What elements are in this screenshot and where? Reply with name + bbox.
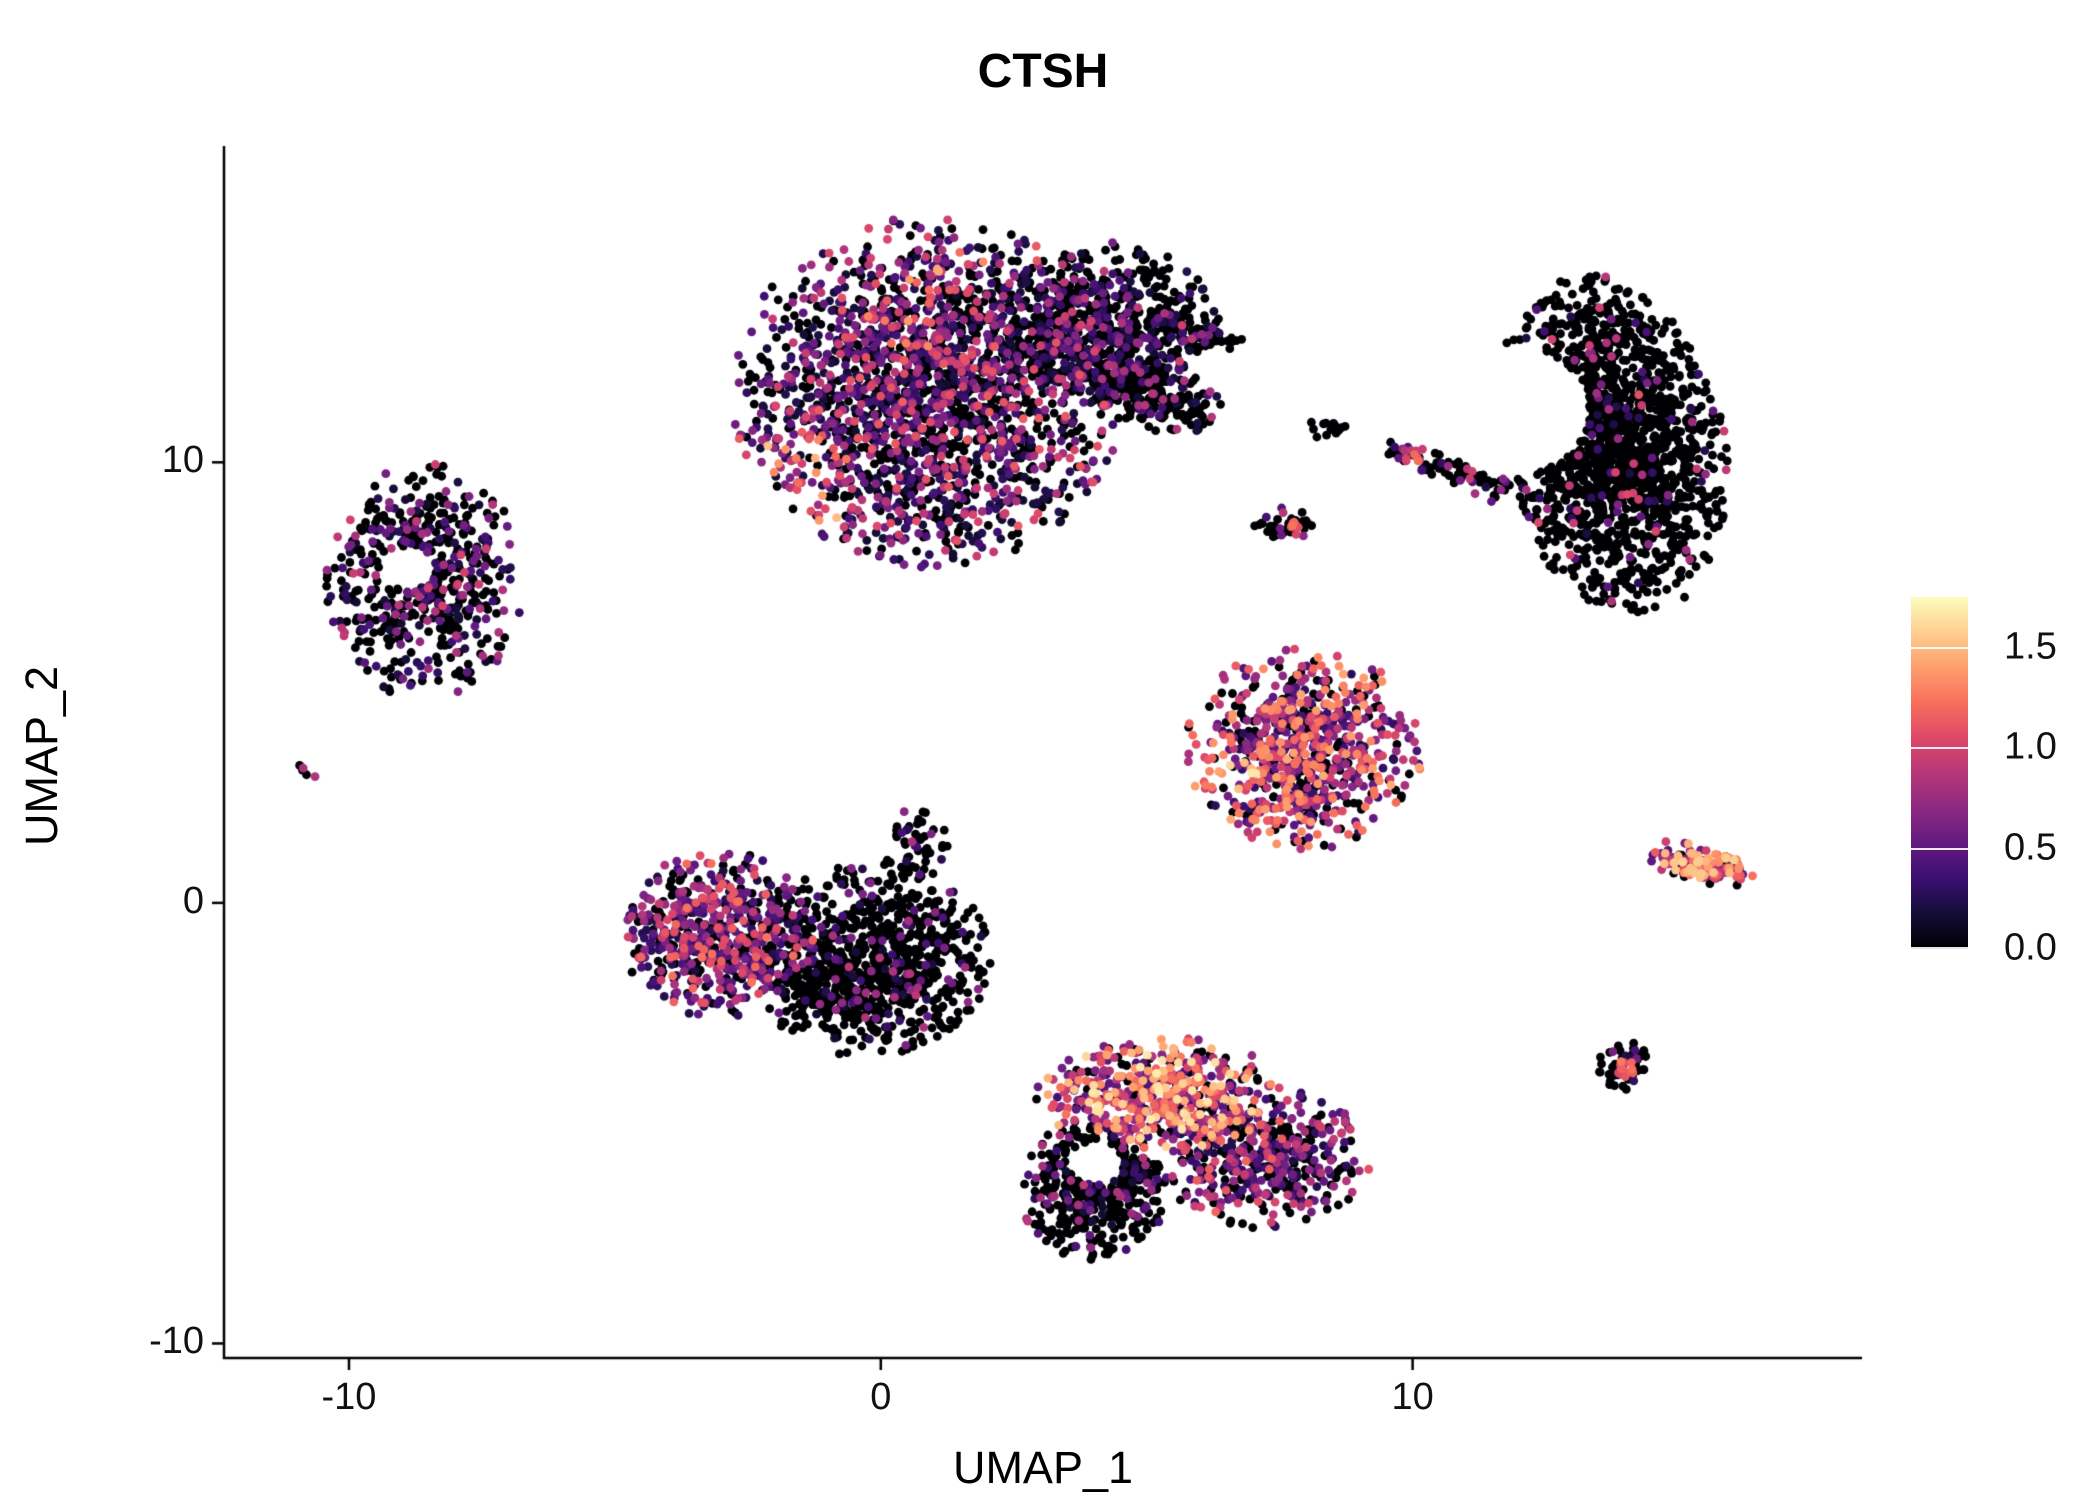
plot-title: CTSH xyxy=(977,45,1109,98)
colorbar-tick-label: 0.0 xyxy=(2004,926,2057,969)
colorbar-tick-label: 1.5 xyxy=(2004,625,2057,668)
y-tick-label: 10 xyxy=(161,439,204,482)
colorbar-tick-mark xyxy=(1911,947,1968,949)
colorbar-tick-label: 0.5 xyxy=(2004,826,2057,869)
x-tick-label: -10 xyxy=(321,1376,377,1418)
x-axis-title: UMAP_1 xyxy=(952,1442,1134,1493)
colorbar-tick-label: 1.0 xyxy=(2004,726,2057,769)
colorbar-tick-mark xyxy=(1911,747,1968,750)
colorbar-tick-mark xyxy=(1911,847,1968,850)
x-tick-label: 0 xyxy=(870,1376,892,1418)
colorbar-tick-mark xyxy=(1911,647,1968,650)
x-tick-label: 10 xyxy=(1391,1376,1434,1418)
y-tick-label: -10 xyxy=(149,1320,204,1363)
colorbar-gradient xyxy=(1911,597,1968,949)
y-axis-title: UMAP_2 xyxy=(16,665,67,847)
y-tick-label: 0 xyxy=(182,879,204,922)
